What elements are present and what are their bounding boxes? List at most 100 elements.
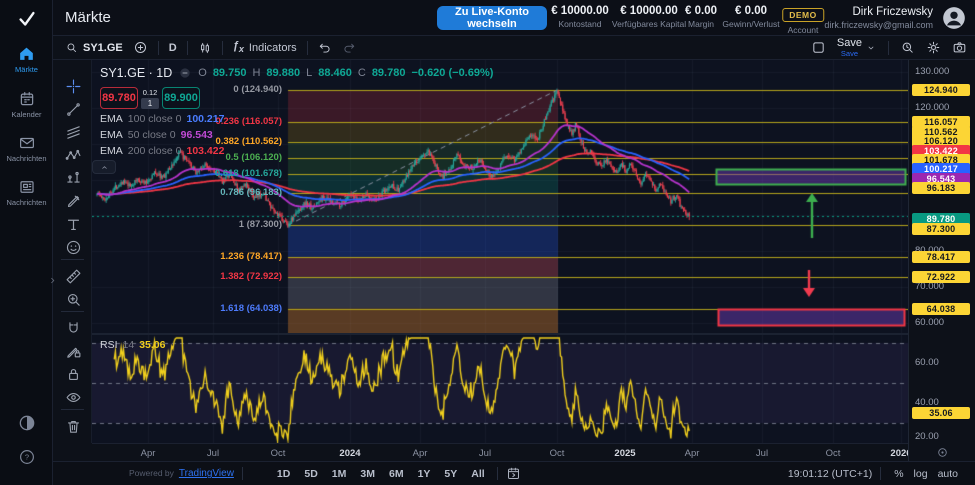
time-axis-label: Oct (270, 448, 286, 459)
left-nav-rail: Märkte Kalender Nachrichten Nachrichten ? (0, 0, 53, 485)
draw-lock-tool[interactable] (63, 341, 83, 361)
channels-tool[interactable] (63, 122, 83, 142)
channels-icon (65, 124, 82, 141)
range-button-5y[interactable]: 5Y (440, 466, 461, 482)
low-value: 88.460 (318, 67, 352, 79)
buy-button[interactable]: 89.900 (162, 87, 200, 109)
lock-tool[interactable] (63, 364, 83, 384)
xabcd-pattern-tool[interactable] (63, 145, 83, 165)
magnet-icon (65, 320, 82, 337)
user-info[interactable]: Dirk Friczewsky dirk.friczewsky@gmail.co… (824, 6, 933, 30)
avatar[interactable] (941, 5, 967, 36)
stat-value: € 10000.00 (551, 5, 609, 17)
minus-circle-icon[interactable] (178, 66, 192, 80)
sidebar-item-kalender[interactable]: Kalender (0, 90, 53, 119)
home-icon (17, 44, 36, 63)
symbol-search-button[interactable]: SY1.GE (65, 41, 123, 54)
price-scale[interactable]: 130.000 120.000 80.000 70.000 60.000 60.00 40.… (908, 60, 975, 443)
trash-icon (65, 418, 82, 435)
sidebar-collapse-handle[interactable] (47, 272, 59, 288)
rsi-pane-canvas[interactable] (92, 335, 908, 443)
xabcd-pattern-icon (65, 147, 82, 164)
range-button-6m[interactable]: 6M (385, 466, 408, 482)
account-stat: € 0.00 Gewinn/Verlust (722, 5, 779, 29)
save-button[interactable]: Save Save (836, 36, 877, 58)
go-to-date-icon[interactable] (506, 466, 521, 481)
mail-icon (18, 134, 36, 152)
account-stat: € 10000.00 Kontostand (551, 5, 609, 29)
layout-select-icon[interactable] (811, 40, 826, 55)
bottom-divider (496, 467, 498, 480)
candles-style-icon[interactable] (198, 41, 212, 55)
help-button[interactable]: ? (0, 448, 53, 466)
crosshair-tool[interactable] (63, 76, 83, 96)
theme-toggle-button[interactable] (0, 413, 53, 433)
trash-tool[interactable] (63, 416, 83, 436)
tradingview-link[interactable]: TradingView (178, 468, 234, 479)
range-button-1d[interactable]: 1D (273, 466, 294, 482)
eye-tool[interactable] (63, 387, 83, 407)
save-label: Save (836, 36, 862, 49)
range-button-1y[interactable]: 1Y (414, 466, 435, 482)
price-tick: 60.000 (915, 317, 945, 328)
time-axis-label: Apr (412, 448, 428, 459)
ema-name: EMA (100, 145, 123, 157)
range-button-1m[interactable]: 1M (328, 466, 351, 482)
ema-legend-row[interactable]: EMA 200 close 0 103.422 (100, 145, 493, 157)
fib-level-label: 0.5 (106.120) (225, 151, 282, 163)
range-button-5d[interactable]: 5D (300, 466, 321, 482)
chart-legend: SY1.GE · 1D O 89.750 H 89.880 L 88.460 C 89.… (100, 66, 493, 157)
switch-to-live-account-button[interactable]: Zu Live-Konto wechseln (437, 6, 547, 30)
text-tool[interactable] (63, 214, 83, 234)
quick-search-icon[interactable] (900, 40, 915, 55)
ruler-tool[interactable] (63, 266, 83, 286)
compare-add-symbol-icon[interactable] (133, 40, 148, 55)
emoji-tool[interactable] (63, 237, 83, 257)
clock[interactable]: 19:01:12 (UTC+1) (787, 467, 873, 480)
trendline-tool[interactable] (63, 99, 83, 119)
help-icon: ? (18, 448, 36, 466)
redo-icon[interactable] (342, 41, 356, 55)
main-chart-canvas[interactable] (92, 60, 908, 333)
time-axis[interactable]: Apr Jul Oct 2024 Apr Jul Oct 2025 Apr Jul Oct 2026 (92, 443, 912, 461)
interval-button[interactable]: D (168, 41, 177, 54)
indicators-button[interactable]: ƒx Indicators (233, 40, 297, 54)
magnet-tool[interactable] (63, 318, 83, 338)
log-scale-button[interactable]: log (909, 466, 933, 482)
sidebar-item-nachrichten[interactable]: Nachrichten (0, 178, 53, 207)
open-value: 89.750 (212, 67, 247, 79)
checkmark-icon (16, 8, 38, 30)
fib-level-label: 1.618 (64.038) (220, 302, 282, 314)
undo-icon[interactable] (318, 41, 332, 55)
bottom-divider (241, 467, 243, 480)
ema-legend-row[interactable]: EMA 50 close 0 96.543 (100, 129, 493, 141)
lock-icon (65, 366, 82, 383)
gear-icon[interactable] (926, 40, 941, 55)
sell-button[interactable]: 89.780 (100, 87, 138, 109)
price-badge: 106.120 (912, 135, 970, 147)
search-icon (65, 41, 78, 54)
range-button-all[interactable]: All (467, 466, 488, 482)
legend-collapse-button[interactable] (92, 160, 116, 174)
percent-scale-button[interactable]: % (889, 466, 908, 482)
price-badge: 35.06 (912, 407, 970, 419)
ema-value: 96.543 (180, 129, 213, 141)
fib-level-label: 0.236 (116.057) (215, 115, 282, 127)
ema-legend-row[interactable]: EMA 100 close 0 100.217 (100, 113, 493, 125)
ruler-icon (65, 268, 82, 285)
sidebar-item-märkte[interactable]: Märkte (0, 44, 53, 74)
camera-snapshot-icon[interactable] (952, 40, 967, 55)
user-email: dirk.friczewsky@gmail.com (824, 20, 933, 30)
range-button-3m[interactable]: 3M (356, 466, 379, 482)
pane-separator[interactable] (92, 333, 908, 335)
forecast-tool[interactable] (63, 168, 83, 188)
ema-value: 100.217 (186, 113, 225, 125)
zoom-in-tool[interactable] (63, 289, 83, 309)
rsi-params: 14 (122, 339, 135, 351)
brush-tool[interactable] (63, 191, 83, 211)
sidebar-item-nachrichten[interactable]: Nachrichten (0, 134, 53, 163)
brand-logo[interactable] (0, 4, 53, 34)
time-axis-label: Jul (755, 448, 769, 459)
auto-scale-button[interactable]: auto (933, 466, 963, 482)
scale-settings[interactable] (908, 443, 975, 461)
